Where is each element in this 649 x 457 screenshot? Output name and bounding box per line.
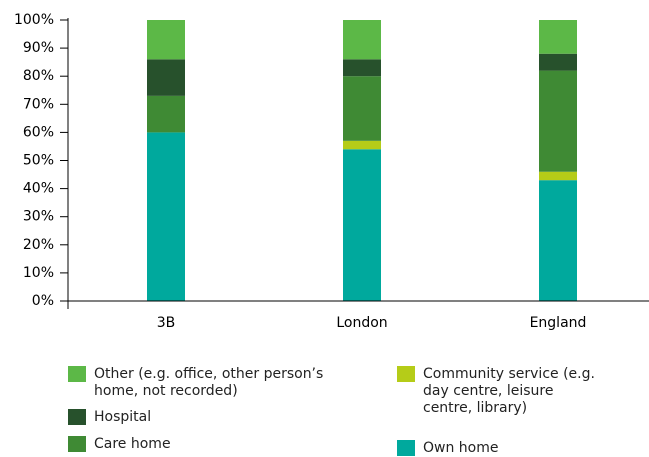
bar-segment (343, 76, 381, 141)
y-tick-label: 40% (23, 181, 54, 197)
legend-swatch (68, 409, 86, 425)
bar-segment (147, 59, 185, 96)
x-tick-label: 3B (157, 315, 176, 331)
y-tick-label: 50% (23, 153, 54, 169)
bar-segment (343, 59, 381, 77)
bar-segment (343, 149, 381, 301)
y-tick-label: 70% (23, 96, 54, 112)
y-tick-label: 100% (14, 12, 54, 28)
y-tick-label: 80% (23, 68, 54, 84)
bar-segment (147, 20, 185, 60)
legend-swatch (397, 440, 415, 456)
x-tick-label: England (530, 315, 587, 331)
bar-segment (343, 20, 381, 60)
y-tick-label: 30% (23, 209, 54, 225)
y-tick-label: 60% (23, 124, 54, 140)
y-tick-label: 90% (23, 40, 54, 56)
bar-segment (147, 95, 185, 133)
legend-label: Own home (423, 440, 499, 456)
bar-segment (343, 140, 381, 150)
legend-item: Other (e.g. office, other person’s home,… (68, 366, 328, 400)
legend-swatch (68, 366, 86, 382)
bar-segment (539, 20, 577, 54)
x-tick-label: London (336, 315, 387, 331)
chart: 0% 10% 20% 30% 40% 50% 60% 70% 80% 90% 100% 3B Londo… (14, 12, 649, 331)
legend-swatch (397, 366, 415, 382)
y-tick-label: 0% (32, 293, 54, 309)
legend-label: Care home (94, 436, 171, 452)
bar-segment (539, 53, 577, 71)
legend-item: Care home (68, 436, 328, 453)
bar-segment (539, 171, 577, 181)
bar-segment (539, 70, 577, 172)
legend-label: Hospital (94, 409, 152, 425)
legend-swatch (68, 436, 86, 452)
legend-label: Community service (e.g. day centre, leis… (423, 366, 595, 416)
bar-segment (539, 180, 577, 301)
y-tick-label: 20% (23, 237, 54, 253)
legend-item: Own home (397, 440, 597, 457)
y-tick-label: 10% (23, 265, 54, 281)
legend-item: Community service (e.g. day centre, leis… (397, 366, 597, 417)
legend-label: Other (e.g. office, other person’s home,… (94, 366, 324, 399)
legend-item: Hospital (68, 409, 328, 426)
bar-segment (147, 132, 185, 301)
